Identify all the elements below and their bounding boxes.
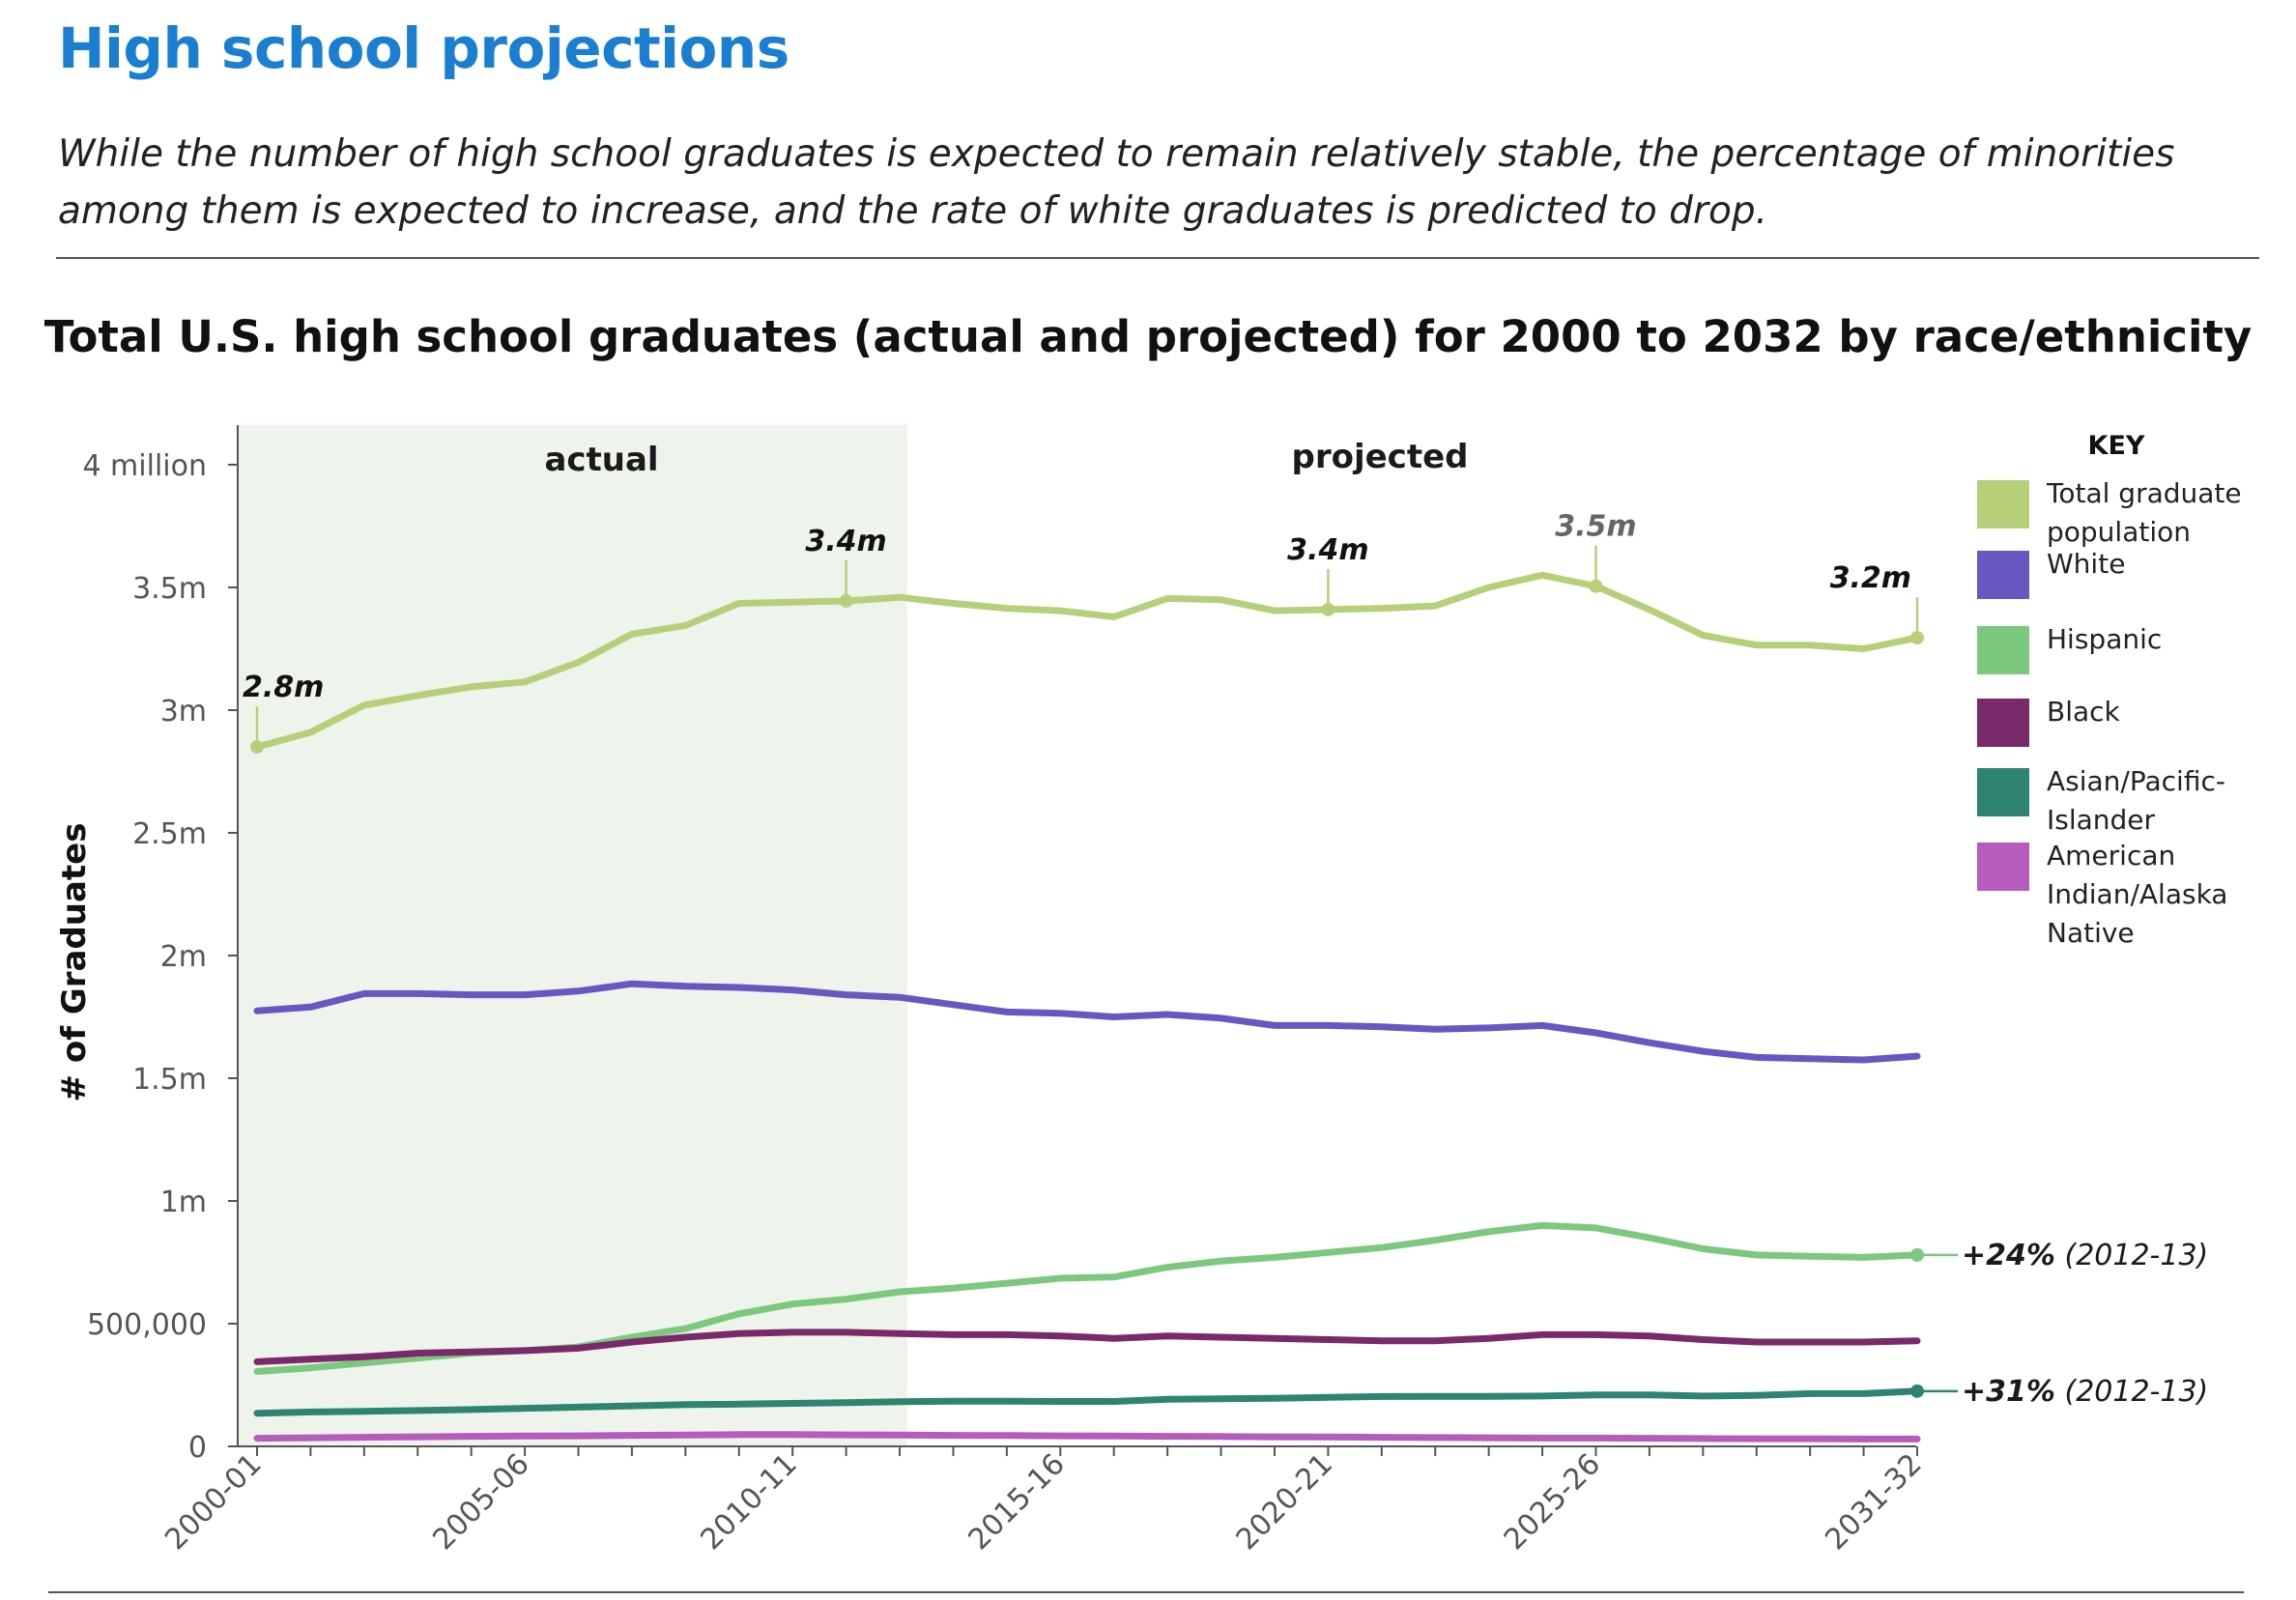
annotation-point: [1321, 602, 1335, 616]
y-tick-label: 1.5m: [132, 1063, 207, 1097]
series-line-native: [253, 1431, 1921, 1443]
legend-label-total: Total graduate: [2046, 477, 2242, 509]
legend-swatch-black: [1977, 699, 2029, 747]
end-label-year: (2012-13): [2055, 1239, 2208, 1272]
legend-label-white: White: [2047, 548, 2125, 580]
annotation-point: [1589, 579, 1603, 593]
legend-label-native: Native: [2047, 917, 2135, 949]
annotation-label: 3.4m: [805, 525, 886, 558]
y-axis-title: # of Graduates: [55, 823, 94, 1102]
annotation-point: [1910, 631, 1924, 645]
y-tick-label: 3m: [160, 695, 207, 729]
x-tick-label: 2031-32: [1819, 1447, 1928, 1557]
y-tick-label: 4 million: [82, 449, 207, 483]
annotation-point: [250, 740, 264, 755]
page-title: High school projections: [58, 15, 789, 81]
y-tick-label: 2m: [160, 940, 207, 974]
legend-label-hispanic: Hispanic: [2047, 623, 2162, 655]
legend-label-asian: Asian/Pacific-: [2047, 765, 2225, 797]
legend-swatch-white: [1977, 551, 2029, 599]
series-line-black: [253, 1329, 1921, 1365]
x-tick-label: 2010-11: [694, 1447, 803, 1557]
region-label-actual: actual: [544, 441, 658, 479]
legend-title: KEY: [2088, 431, 2145, 461]
x-tick-label: 2015-16: [962, 1447, 1072, 1557]
series-line-white: [253, 980, 1921, 1064]
end-label-hispanic: +24% (2012-13): [1962, 1239, 2208, 1272]
end-label-change: +24%: [1962, 1239, 2055, 1272]
y-tick-label: 0: [188, 1431, 207, 1465]
x-tick-label: 2005-06: [426, 1447, 535, 1557]
legend-label-native: American: [2047, 840, 2175, 871]
y-tick-label: 500,000: [87, 1308, 207, 1342]
legend-label-black: Black: [2047, 696, 2121, 728]
x-tick-label: 2000-01: [158, 1447, 268, 1557]
legend-swatch-native: [1977, 843, 2029, 891]
legend-swatch-asian: [1977, 768, 2029, 816]
legend-swatch-total: [1977, 480, 2029, 529]
end-label-change: +31%: [1962, 1375, 2055, 1409]
legend-label-asian: Islander: [2047, 804, 2156, 836]
actual-region-band: [238, 425, 908, 1446]
legend-swatch-hispanic: [1977, 626, 2029, 674]
top-divider: [56, 257, 2259, 259]
y-tick-label: 1m: [160, 1186, 207, 1219]
annotation-label: 3.5m: [1555, 510, 1636, 544]
page-subtitle: While the number of high school graduate…: [58, 132, 2175, 233]
legend-label-total: population: [2047, 516, 2191, 548]
y-tick-label: 3.5m: [132, 572, 207, 606]
end-label-year: (2012-13): [2055, 1375, 2208, 1409]
region-label-projected: projected: [1292, 438, 1469, 476]
x-tick-label: 2025-26: [1498, 1447, 1607, 1557]
annotation-label: 3.4m: [1287, 533, 1368, 567]
annotation-label: 2.8m: [243, 671, 324, 704]
annotation-label: 3.2m: [1830, 561, 1911, 595]
series-line-total: [253, 571, 1921, 751]
x-tick-label: 2020-21: [1230, 1447, 1339, 1557]
series-line-asian: [253, 1387, 1921, 1417]
legend-label-native: Indian/Alaska: [2047, 878, 2227, 910]
end-label-asian: +31% (2012-13): [1962, 1375, 2208, 1409]
bottom-divider: [48, 1591, 2244, 1593]
y-tick-label: 2.5m: [132, 817, 207, 851]
chart-title: Total U.S. high school graduates (actual…: [43, 311, 2253, 362]
annotation-point: [839, 593, 853, 608]
